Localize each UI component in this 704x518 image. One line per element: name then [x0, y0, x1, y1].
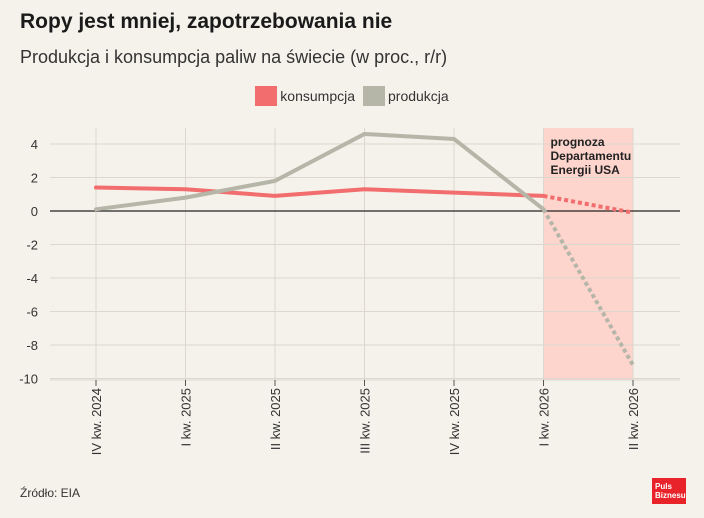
legend-label-konsumpcja: konsumpcja [280, 88, 355, 104]
x-tick-label: IV kw. 2024 [89, 388, 104, 455]
x-tick-label: III kw. 2025 [358, 388, 373, 454]
y-tick-label: -2 [26, 238, 38, 253]
forecast-annotation-line: Departamentu [551, 149, 632, 163]
y-tick-label: -8 [26, 338, 38, 353]
source-note: Źródło: EIA [20, 486, 81, 500]
legend-label-produkcja: produkcja [388, 88, 449, 104]
series-line-produkcja [94, 131, 546, 212]
publisher-logo: Puls Biznesu [652, 478, 686, 504]
chart-title: Ropy jest mniej, zapotrzebowania nie [20, 10, 393, 33]
y-tick-label: 2 [31, 171, 38, 186]
logo-line-2: Biznesu [655, 491, 686, 500]
legend-swatch-produkcja [363, 86, 385, 106]
x-tick-label: I kw. 2026 [537, 388, 552, 447]
legend: konsumpcja produkcja [0, 86, 704, 106]
y-tick-label: -10 [19, 372, 38, 387]
y-tick-label: -6 [26, 305, 38, 320]
forecast-annotation-line: Energii USA [551, 163, 621, 177]
x-tick-label: II kw. 2025 [268, 388, 283, 450]
x-tick-label: II kw. 2026 [626, 388, 641, 450]
series-line-konsumpcja [94, 185, 546, 198]
y-tick-label: 4 [31, 137, 38, 152]
y-tick-label: -4 [26, 271, 38, 286]
legend-swatch-konsumpcja [255, 86, 278, 106]
y-tick-label: 0 [31, 204, 38, 219]
series-forecast-line-produkcja [541, 208, 635, 367]
logo-line-1: Puls [655, 482, 672, 491]
x-tick-label: I kw. 2025 [179, 388, 194, 447]
legend-item-produkcja: produkcja [363, 86, 449, 106]
x-tick-label: IV kw. 2025 [447, 388, 462, 455]
chart-subtitle: Produkcja i konsumpcja paliw na świecie … [20, 47, 448, 67]
forecast-annotation-line: prognoza [551, 135, 605, 149]
series-forecast-line-konsumpcja [543, 193, 634, 215]
legend-item-konsumpcja: konsumpcja [255, 86, 355, 106]
